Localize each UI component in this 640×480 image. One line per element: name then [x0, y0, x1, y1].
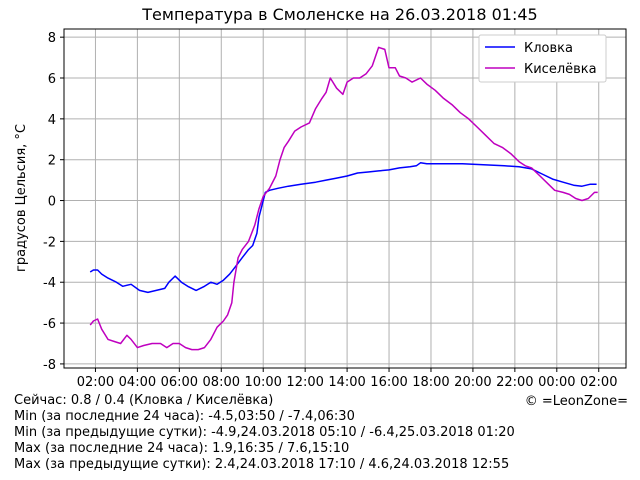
x-tick-label: 10:00 [244, 375, 281, 390]
max-previous-day: Max (за предыдущие сутки): 2.4,24.03.201… [14, 457, 510, 472]
series-layer [89, 46, 598, 351]
x-tick-label: 04:00 [119, 375, 156, 390]
max-last-24h: Max (за последние 24 часа): 1.9,16:35 / … [14, 441, 350, 456]
y-tick-label: -6 [43, 317, 56, 332]
x-tick-label: 20:00 [454, 375, 491, 390]
y-tick-label: 2 [48, 154, 56, 169]
y-tick-label: -4 [43, 276, 56, 291]
y-tick-label: 8 [48, 31, 56, 46]
x-tick-label: 22:00 [496, 375, 533, 390]
y-tick-label: -8 [43, 358, 56, 373]
series-line-1 [89, 46, 598, 351]
x-tick-label: 12:00 [286, 375, 323, 390]
x-tick-label: 02:00 [77, 375, 114, 390]
current-reading: Сейчас: 0.8 / 0.4 (Кловка / Киселёвка) [14, 393, 274, 408]
x-tick-label: 18:00 [412, 375, 449, 390]
legend-label-klovka: Кловка [524, 41, 573, 56]
copyright: © =LeonZone= [524, 394, 628, 409]
x-tick-label: 00:00 [538, 375, 575, 390]
y-tick-label: -2 [43, 235, 56, 250]
plot-frame [63, 28, 627, 369]
x-tick-label: 08:00 [203, 375, 240, 390]
series-line-0 [89, 162, 597, 294]
min-previous-day: Min (за предыдущие сутки): -4.9,24.03.20… [14, 425, 515, 440]
y-tick-label: 4 [48, 113, 56, 128]
y-tick-label: 6 [48, 72, 56, 87]
y-tick-label: 0 [48, 195, 56, 210]
x-tick-label: 14:00 [328, 375, 365, 390]
legend: Кловка Киселёвка [478, 34, 607, 83]
x-tick-label: 06:00 [161, 375, 198, 390]
min-last-24h: Min (за последние 24 часа): -4.5,03:50 /… [14, 409, 355, 424]
axes: -8 -6 -4 -2 0 2 4 6 8 02:00 04:00 06:00 08:00 10:00 12… [43, 31, 617, 390]
chart-title: Температура в Смоленске на 26.03.2018 01… [141, 5, 537, 24]
y-axis-label: градусов Цельсия, °C [14, 124, 29, 272]
x-tick-label: 02:00 [580, 375, 617, 390]
legend-label-kiselevka: Киселёвка [524, 62, 597, 77]
x-tick-label: 16:00 [370, 375, 407, 390]
